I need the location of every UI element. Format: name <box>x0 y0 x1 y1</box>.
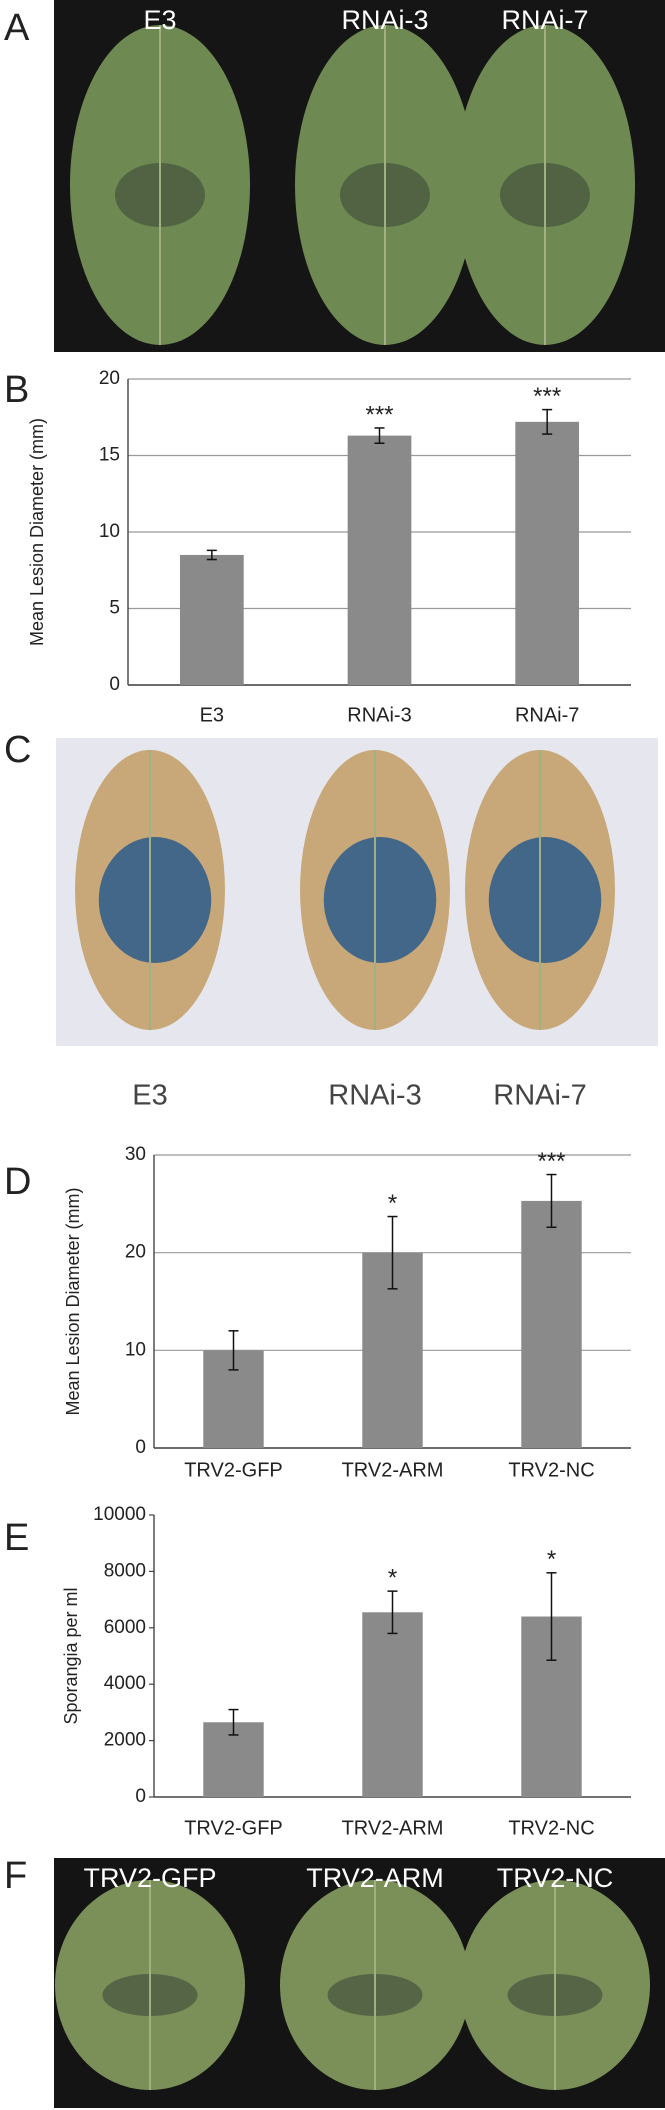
error-bar <box>387 1215 398 1290</box>
error-bar <box>374 427 385 445</box>
y-tick-label: 0 <box>135 1437 146 1458</box>
panel-letter: F <box>4 1855 27 1897</box>
x-tick-label: E3 <box>200 704 224 726</box>
y-axis-label: Mean Lesion Diameter (mm) <box>27 418 47 646</box>
y-axis-label: Mean Lesion Diameter (mm) <box>63 1187 83 1415</box>
error-bar <box>542 408 553 435</box>
y-tick-label: 10 <box>125 1339 146 1360</box>
photo-label: E3 <box>143 5 176 35</box>
significance: *** <box>365 401 393 428</box>
y-tick-label: 5 <box>109 598 120 619</box>
bar <box>521 1200 582 1448</box>
photo-label: TRV2-GFP <box>83 1863 216 1893</box>
x-tick-label: RNAi-3 <box>347 704 411 726</box>
significance: *** <box>537 1148 565 1175</box>
bar <box>179 554 244 685</box>
x-tick-label: TRV2-NC <box>508 1817 594 1839</box>
stain <box>488 837 602 963</box>
panel-letter: B <box>4 369 29 411</box>
panel-letter: D <box>4 1161 31 1203</box>
x-tick-label: TRV2-GFP <box>184 1459 283 1481</box>
y-tick-label: 0 <box>109 674 120 695</box>
bar <box>347 435 412 685</box>
error-bar <box>546 1173 557 1229</box>
y-tick-label: 2000 <box>104 1730 146 1751</box>
y-tick-label: 10 <box>99 521 120 542</box>
y-tick-label: 30 <box>125 1144 146 1165</box>
y-tick-label: 8000 <box>104 1560 146 1581</box>
error-bar <box>228 1330 239 1371</box>
y-tick-label: 20 <box>99 368 120 389</box>
bar <box>515 421 580 685</box>
panel-letter: A <box>4 7 30 49</box>
y-axis-label: Sporangia per ml <box>61 1587 81 1724</box>
panel-letter: E <box>4 1517 29 1559</box>
significance: *** <box>533 383 561 410</box>
bar <box>362 1612 423 1797</box>
stain <box>323 837 437 963</box>
photo-label: TRV2-NC <box>497 1863 614 1893</box>
photo-label: TRV2-ARM <box>306 1863 444 1893</box>
significance: * <box>388 1564 397 1591</box>
panel-letter: C <box>4 729 31 771</box>
photo-label: RNAi-7 <box>493 1080 586 1112</box>
y-tick-label: 20 <box>125 1242 146 1263</box>
y-tick-label: 10000 <box>93 1504 146 1525</box>
x-tick-label: TRV2-ARM <box>342 1817 444 1839</box>
photo-label: E3 <box>132 1080 167 1112</box>
x-tick-label: TRV2-NC <box>508 1459 594 1481</box>
stain <box>98 837 212 963</box>
y-tick-label: 6000 <box>104 1617 146 1638</box>
error-bar <box>387 1590 398 1635</box>
error-bar <box>546 1572 557 1661</box>
photo-label: RNAi-3 <box>341 5 428 35</box>
y-tick-label: 0 <box>135 1786 146 1807</box>
significance: * <box>547 1546 556 1573</box>
y-tick-label: 4000 <box>104 1673 146 1694</box>
error-bar <box>228 1708 239 1736</box>
significance: * <box>388 1190 397 1217</box>
x-tick-label: TRV2-GFP <box>184 1817 283 1839</box>
x-tick-label: RNAi-7 <box>515 704 579 726</box>
x-tick-label: TRV2-ARM <box>342 1459 444 1481</box>
y-tick-label: 15 <box>99 445 120 466</box>
photo-label: RNAi-3 <box>328 1080 421 1112</box>
error-bar <box>206 549 217 561</box>
photo-label: RNAi-7 <box>501 5 588 35</box>
